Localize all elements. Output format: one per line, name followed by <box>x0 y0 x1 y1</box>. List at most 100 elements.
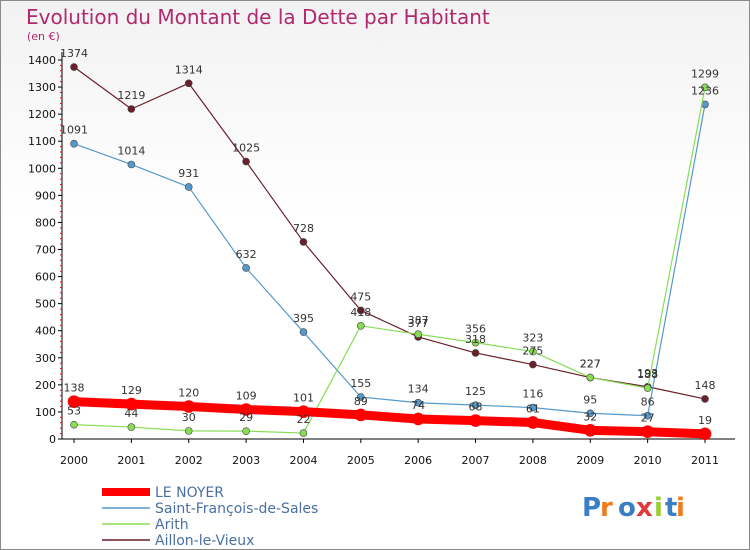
data-label-arith: 356 <box>465 323 486 336</box>
data-label-arith: 418 <box>350 306 371 319</box>
data-label-aillon-le-vieux: 377 <box>408 317 429 330</box>
data-point-saint-fran-ois-de-sales <box>414 398 422 407</box>
data-label-le-noyer: 27 <box>641 412 655 425</box>
data-label-le-noyer: 32 <box>583 410 597 423</box>
data-point-saint-fran-ois-de-sales <box>471 401 480 409</box>
x-tick-label: 2010 <box>634 454 662 467</box>
data-point-arith <box>127 423 136 431</box>
data-label-le-noyer: 19 <box>698 414 712 427</box>
data-label-arith: 1299 <box>691 67 719 80</box>
data-point-aillon-le-vieux <box>529 360 537 369</box>
data-label-saint-fran-ois-de-sales: 116 <box>522 388 543 401</box>
data-point-le-noyer <box>297 405 310 418</box>
data-label-arith: 53 <box>67 405 81 418</box>
data-point-saint-fran-ois-de-sales <box>127 160 136 169</box>
data-point-le-noyer <box>698 427 712 441</box>
y-tick-label: 600 <box>35 271 56 284</box>
y-tick-label: 1100 <box>28 135 56 148</box>
data-point-le-noyer <box>411 412 425 426</box>
data-label-aillon-le-vieux: 227 <box>580 358 601 371</box>
chart-title: Evolution du Montant de la Dette par Hab… <box>26 5 490 29</box>
logo-letter: i <box>654 493 663 523</box>
x-tick-label: 2007 <box>462 454 490 467</box>
x-tick-label: 2008 <box>519 454 547 467</box>
data-label-le-noyer: 129 <box>121 384 142 397</box>
data-point-saint-fran-ois-de-sales <box>643 411 652 420</box>
y-tick-label: 400 <box>35 325 56 338</box>
data-point-saint-fran-ois-de-sales <box>586 409 595 418</box>
y-tick-label: 100 <box>35 406 56 419</box>
data-label-arith: 30 <box>182 411 196 424</box>
data-label-arith: 188 <box>637 368 658 381</box>
x-tick-label: 2009 <box>576 454 604 467</box>
data-point-aillon-le-vieux <box>70 63 78 71</box>
data-label-aillon-le-vieux: 1314 <box>175 63 203 76</box>
series-line-le-noyer <box>69 397 710 439</box>
data-point-arith <box>184 427 193 435</box>
x-tick-label: 2005 <box>347 454 375 467</box>
data-point-aillon-le-vieux <box>299 238 308 246</box>
data-point-le-noyer <box>641 425 654 438</box>
data-label-saint-fran-ois-de-sales: 134 <box>408 383 429 396</box>
y-tick-label: 800 <box>35 216 56 229</box>
data-label-le-noyer: 68 <box>469 401 483 414</box>
data-label-le-noyer: 120 <box>178 387 199 400</box>
y-tick-label: 700 <box>35 244 56 257</box>
data-point-arith <box>242 427 250 435</box>
legend: LE NOYERSaint-François-de-SalesArithAill… <box>102 485 318 549</box>
data-point-saint-fran-ois-de-sales <box>70 139 78 148</box>
chart-unit: (en €) <box>27 30 60 43</box>
data-label-saint-fran-ois-de-sales: 125 <box>465 385 486 398</box>
data-point-arith <box>471 338 480 347</box>
data-label-aillon-le-vieux: 1025 <box>232 142 260 155</box>
data-label-aillon-le-vieux: 275 <box>522 345 543 358</box>
data-point-le-noyer <box>125 397 138 411</box>
data-label-aillon-le-vieux: 728 <box>293 222 314 235</box>
data-point-saint-fran-ois-de-sales <box>184 183 193 191</box>
data-point-saint-fran-ois-de-sales <box>242 264 250 272</box>
data-label-arith: 44 <box>124 407 138 420</box>
data-label-le-noyer: 138 <box>64 382 85 395</box>
proxiti-logo: Pr o x i ti <box>582 493 685 523</box>
data-point-saint-fran-ois-de-sales <box>299 328 308 336</box>
logo-letter: r <box>600 493 613 523</box>
data-label-saint-fran-ois-de-sales: 395 <box>293 312 314 325</box>
logo-letter: i <box>676 493 685 523</box>
x-tick-label: 2000 <box>60 454 88 467</box>
series-layer <box>67 63 712 441</box>
data-point-le-noyer <box>526 416 540 429</box>
data-point-arith <box>529 347 537 356</box>
data-label-aillon-le-vieux: 1374 <box>60 47 88 60</box>
data-point-le-noyer <box>583 424 597 437</box>
data-point-aillon-le-vieux <box>701 395 709 403</box>
legend-label: LE NOYER <box>155 485 224 501</box>
data-point-arith <box>414 330 422 339</box>
x-tick-label: 2003 <box>232 454 260 467</box>
data-point-aillon-le-vieux <box>471 349 480 357</box>
x-tick-label: 2004 <box>289 454 317 467</box>
data-label-le-noyer: 101 <box>293 392 314 405</box>
logo-letter: P <box>582 493 601 523</box>
series-line-saint-fran-ois-de-sales <box>73 103 706 417</box>
y-tick-label: 1300 <box>28 81 56 94</box>
y-tick-label: 1000 <box>28 162 56 175</box>
data-label-arith: 323 <box>522 332 543 345</box>
data-point-arith <box>357 322 365 330</box>
data-label-saint-fran-ois-de-sales: 632 <box>236 248 257 261</box>
data-point-le-noyer <box>182 400 196 413</box>
data-label-saint-fran-ois-de-sales: 155 <box>350 377 371 390</box>
data-label-le-noyer: 74 <box>411 399 425 412</box>
y-tick-label: 500 <box>35 298 56 311</box>
data-point-arith <box>299 429 308 437</box>
y-tick-label: 300 <box>35 352 56 365</box>
y-tick-label: 0 <box>49 433 56 446</box>
data-label-aillon-le-vieux: 1219 <box>117 89 145 102</box>
x-tick-label: 2001 <box>117 454 145 467</box>
data-labels: 138 129 120 109 101 89 74 68 61 32 27 19 1091 1014 931… <box>60 47 719 427</box>
data-point-le-noyer <box>67 395 81 408</box>
data-label-le-noyer: 61 <box>526 402 540 415</box>
logo-letter: t <box>665 493 677 523</box>
data-label-saint-fran-ois-de-sales: 86 <box>641 396 655 409</box>
data-point-aillon-le-vieux <box>357 306 365 315</box>
